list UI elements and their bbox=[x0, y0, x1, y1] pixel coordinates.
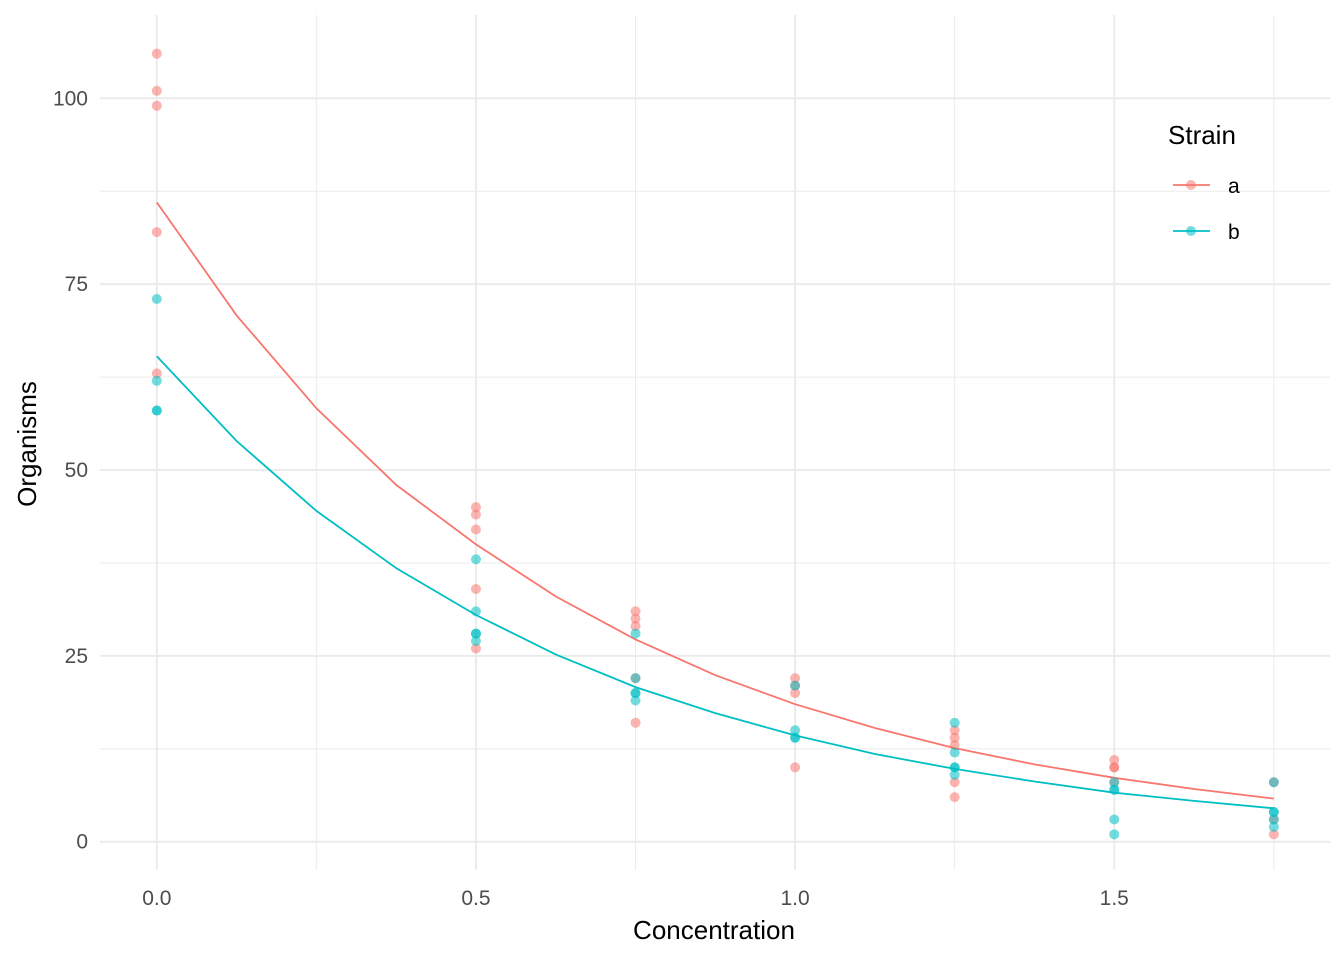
x-tick-label: 1.0 bbox=[781, 887, 810, 910]
data-point-b bbox=[790, 680, 801, 691]
data-point-a bbox=[949, 732, 960, 743]
data-point-b bbox=[1109, 784, 1120, 795]
legend: Strain ab bbox=[1168, 120, 1240, 244]
data-point-a bbox=[790, 688, 801, 699]
data-point-a bbox=[949, 740, 960, 751]
data-point-a bbox=[470, 643, 481, 654]
y-tick-label: 50 bbox=[65, 459, 88, 482]
data-point-a bbox=[151, 368, 162, 379]
data-point-b bbox=[949, 717, 960, 728]
data-point-a bbox=[151, 100, 162, 111]
data-point-a bbox=[630, 717, 641, 728]
data-point-b bbox=[151, 405, 162, 416]
data-point-b bbox=[470, 628, 481, 639]
y-tick-label: 0 bbox=[76, 831, 88, 854]
data-point-b bbox=[630, 688, 641, 699]
x-tick-label: 1.5 bbox=[1100, 887, 1129, 910]
data-point-a bbox=[470, 583, 481, 594]
data-point-b bbox=[949, 769, 960, 780]
x-tick-label: 0.5 bbox=[461, 887, 490, 910]
legend-marker-a bbox=[1186, 180, 1196, 190]
data-point-a bbox=[790, 673, 801, 684]
legend-label-b: b bbox=[1228, 221, 1240, 244]
data-point-a bbox=[630, 613, 641, 624]
x-axis-label: Concentration bbox=[633, 915, 795, 945]
data-point-b bbox=[1109, 777, 1120, 788]
data-point-b bbox=[470, 636, 481, 647]
legend-marker-b bbox=[1186, 226, 1196, 236]
data-point-a bbox=[151, 85, 162, 96]
data-point-a bbox=[151, 227, 162, 238]
data-points bbox=[151, 48, 1279, 840]
legend-title: Strain bbox=[1168, 120, 1236, 150]
data-point-a bbox=[949, 777, 960, 788]
data-point-b bbox=[470, 554, 481, 565]
data-point-a bbox=[790, 762, 801, 773]
data-point-a bbox=[1109, 762, 1120, 773]
y-tick-label: 25 bbox=[65, 645, 88, 668]
axis-ticks: 0.0 0.5 1.0 1.5 0 25 50 75 100 bbox=[53, 87, 1129, 910]
legend-label-a: a bbox=[1228, 175, 1240, 198]
data-point-b bbox=[1268, 777, 1279, 788]
data-point-b bbox=[1109, 829, 1120, 840]
y-tick-label: 75 bbox=[65, 273, 88, 296]
grid bbox=[100, 15, 1330, 870]
data-point-b bbox=[1268, 814, 1279, 825]
data-point-b bbox=[949, 747, 960, 758]
data-point-b bbox=[790, 732, 801, 743]
data-point-a bbox=[630, 621, 641, 632]
data-point-a bbox=[1109, 754, 1120, 765]
data-point-a bbox=[151, 48, 162, 59]
data-point-b bbox=[949, 762, 960, 773]
data-point-b bbox=[151, 375, 162, 386]
fit-line-b bbox=[156, 355, 1274, 810]
y-axis-label: Organisms bbox=[12, 381, 42, 507]
y-tick-label: 100 bbox=[53, 87, 88, 110]
data-point-b bbox=[630, 695, 641, 706]
x-tick-label: 0.0 bbox=[142, 887, 171, 910]
data-point-b bbox=[470, 606, 481, 617]
fit-lines bbox=[156, 201, 1274, 810]
data-point-a bbox=[470, 509, 481, 520]
data-point-b bbox=[630, 673, 641, 684]
data-point-a bbox=[470, 502, 481, 513]
data-point-a bbox=[1268, 829, 1279, 840]
data-point-b bbox=[1268, 807, 1279, 818]
data-point-a bbox=[949, 792, 960, 803]
data-point-a bbox=[630, 606, 641, 617]
fit-line-a bbox=[156, 201, 1274, 800]
data-point-b bbox=[630, 628, 641, 639]
data-point-b bbox=[790, 725, 801, 736]
data-point-b bbox=[1268, 821, 1279, 832]
data-point-a bbox=[470, 524, 481, 535]
data-point-a bbox=[949, 725, 960, 736]
data-point-b bbox=[1109, 814, 1120, 825]
data-point-b bbox=[151, 294, 162, 305]
